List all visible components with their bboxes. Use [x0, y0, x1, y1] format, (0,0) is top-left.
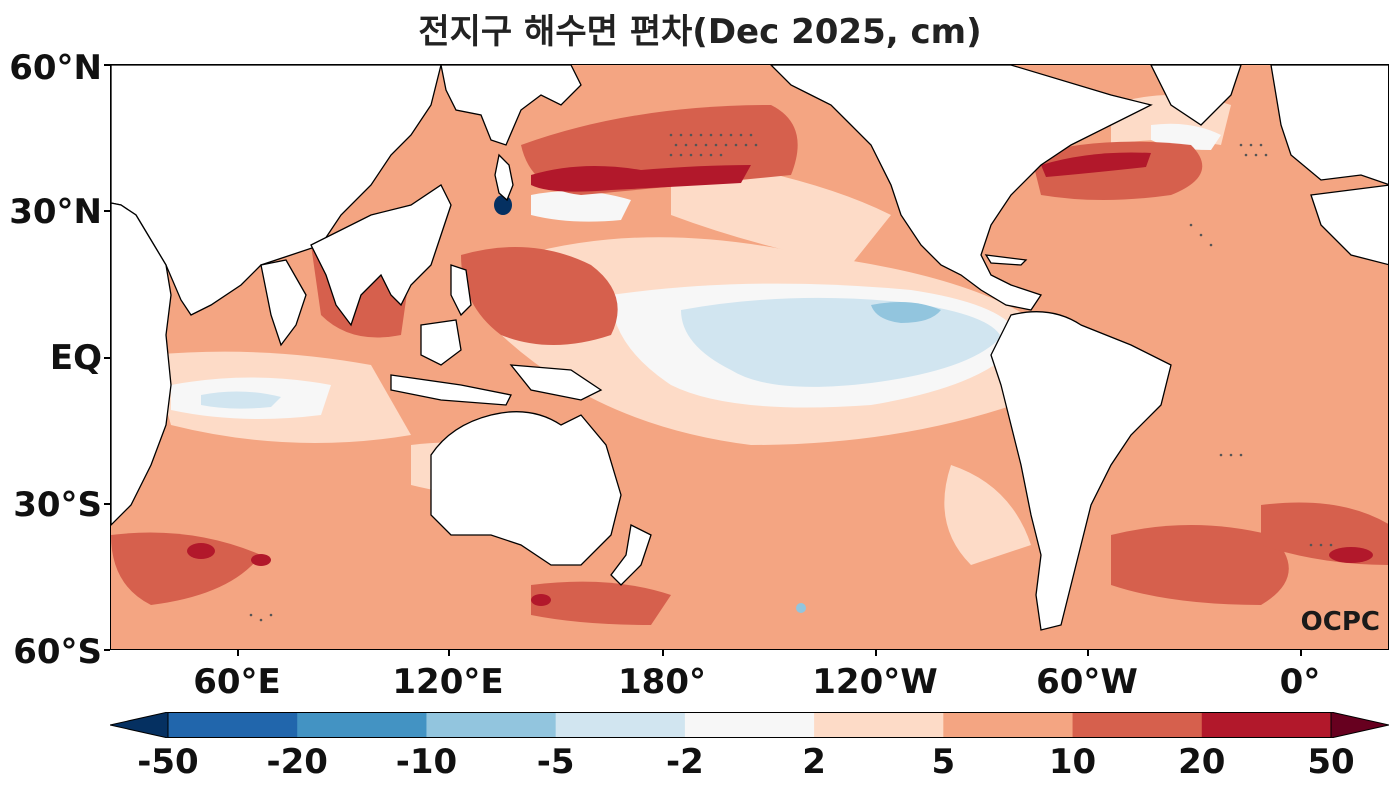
russia-far-east-land — [440, 65, 582, 146]
x-tick — [662, 650, 664, 656]
colorbar-segment — [1072, 712, 1203, 738]
x-label-60w: 60°W — [1036, 662, 1138, 702]
y-tick — [104, 64, 110, 66]
colorbar-tick-label: 2 — [802, 742, 826, 782]
y-label-60s: 60°S — [13, 632, 102, 672]
kuroshio-negative-eddy — [494, 195, 512, 215]
map-title: 전지구 해수면 편차(Dec 2025, cm) — [418, 12, 982, 52]
x-label-180: 180° — [618, 662, 706, 702]
x-tick — [237, 650, 239, 656]
colorbar-tick-label: 10 — [1048, 742, 1097, 782]
colorbar-tick-label: -2 — [665, 742, 704, 782]
colorbar-tick-label: -10 — [395, 742, 458, 782]
colorbar-extend-low — [109, 711, 169, 739]
x-tick — [1087, 650, 1089, 656]
y-tick — [104, 503, 110, 505]
y-label-30n: 30°N — [9, 192, 102, 232]
colorbar-segment — [684, 712, 815, 738]
europe-land — [1270, 65, 1388, 185]
java-islands-land — [390, 374, 512, 406]
x-label-120w: 120°W — [812, 662, 938, 702]
colorbar-segment — [814, 712, 944, 738]
colorbar-tick-label: 5 — [931, 742, 956, 782]
colorbar-segment — [1201, 712, 1332, 738]
caribbean-land — [984, 254, 1028, 266]
sea-level-anomaly-map: OCPC — [110, 64, 1389, 650]
colorbar-segment — [168, 712, 298, 738]
colorbar-extend-high — [1330, 711, 1390, 739]
x-tick — [875, 650, 877, 656]
new-guinea-land — [509, 364, 603, 401]
colorbar-tick-label: -5 — [536, 742, 575, 782]
colorbar-segment — [555, 712, 686, 738]
y-tick — [104, 210, 110, 212]
x-label-60e: 60°E — [193, 662, 281, 702]
anomaly-20-50-regions — [187, 152, 1373, 606]
north-africa-land — [1310, 184, 1388, 266]
colorbar-segment — [426, 712, 557, 738]
y-tick — [104, 649, 110, 651]
philippines-land — [450, 264, 472, 317]
colorbar-tick-label: -20 — [266, 742, 328, 782]
north-america-land — [770, 65, 1153, 311]
map-canvas — [111, 65, 1388, 649]
india-land — [260, 259, 307, 347]
colorbar-graphic — [109, 711, 1390, 739]
se-asia-land — [310, 184, 452, 327]
new-zealand-land — [610, 524, 652, 586]
continents — [111, 65, 1388, 631]
colorbar — [109, 711, 1390, 739]
x-tick — [1300, 650, 1302, 656]
significance-stipple — [249, 133, 1333, 622]
borneo-land — [420, 319, 462, 366]
greenland-land — [1150, 65, 1242, 126]
y-tick — [104, 357, 110, 359]
ocpc-watermark: OCPC — [1300, 607, 1380, 637]
x-label-0: 0° — [1279, 662, 1321, 702]
colorbar-segment — [943, 712, 1074, 738]
x-tick — [448, 650, 450, 656]
japan-land — [494, 153, 514, 202]
colorbar-segment — [297, 712, 427, 738]
x-label-120e: 120°E — [392, 662, 504, 702]
colorbar-outline — [167, 712, 1332, 738]
colorbar-tick-label: 20 — [1178, 742, 1226, 782]
colorbar-tick-label: -50 — [137, 742, 199, 782]
africa-land — [111, 202, 172, 526]
y-label-60n: 60°N — [9, 48, 102, 88]
y-label-30s: 30°S — [13, 485, 102, 525]
south-america-land — [990, 311, 1172, 631]
colorbar-tick-label: 50 — [1307, 742, 1355, 782]
australia-land — [430, 411, 622, 566]
y-label-eq: EQ — [49, 338, 102, 378]
